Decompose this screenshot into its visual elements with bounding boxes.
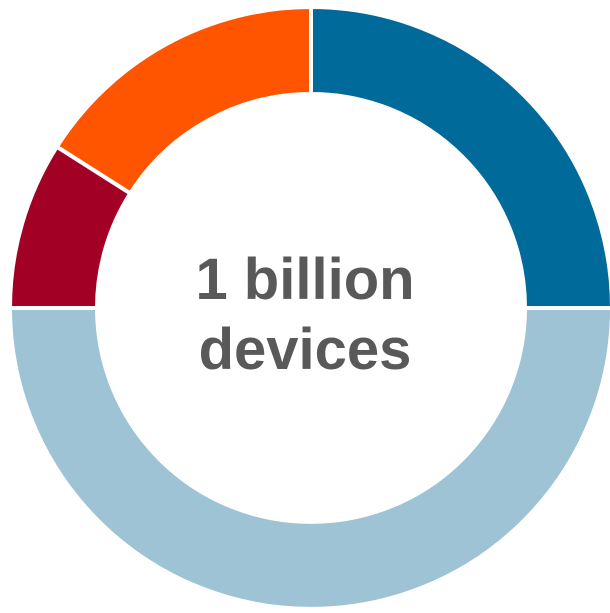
center-label: 1 billion devices: [105, 245, 505, 385]
center-label-line-1: 1 billion: [195, 247, 415, 312]
donut-slice-4: [54, 4, 313, 197]
donut-slice-2: [7, 306, 610, 611]
donut-slice-1: [309, 4, 610, 310]
center-label-line-2: devices: [198, 317, 412, 382]
